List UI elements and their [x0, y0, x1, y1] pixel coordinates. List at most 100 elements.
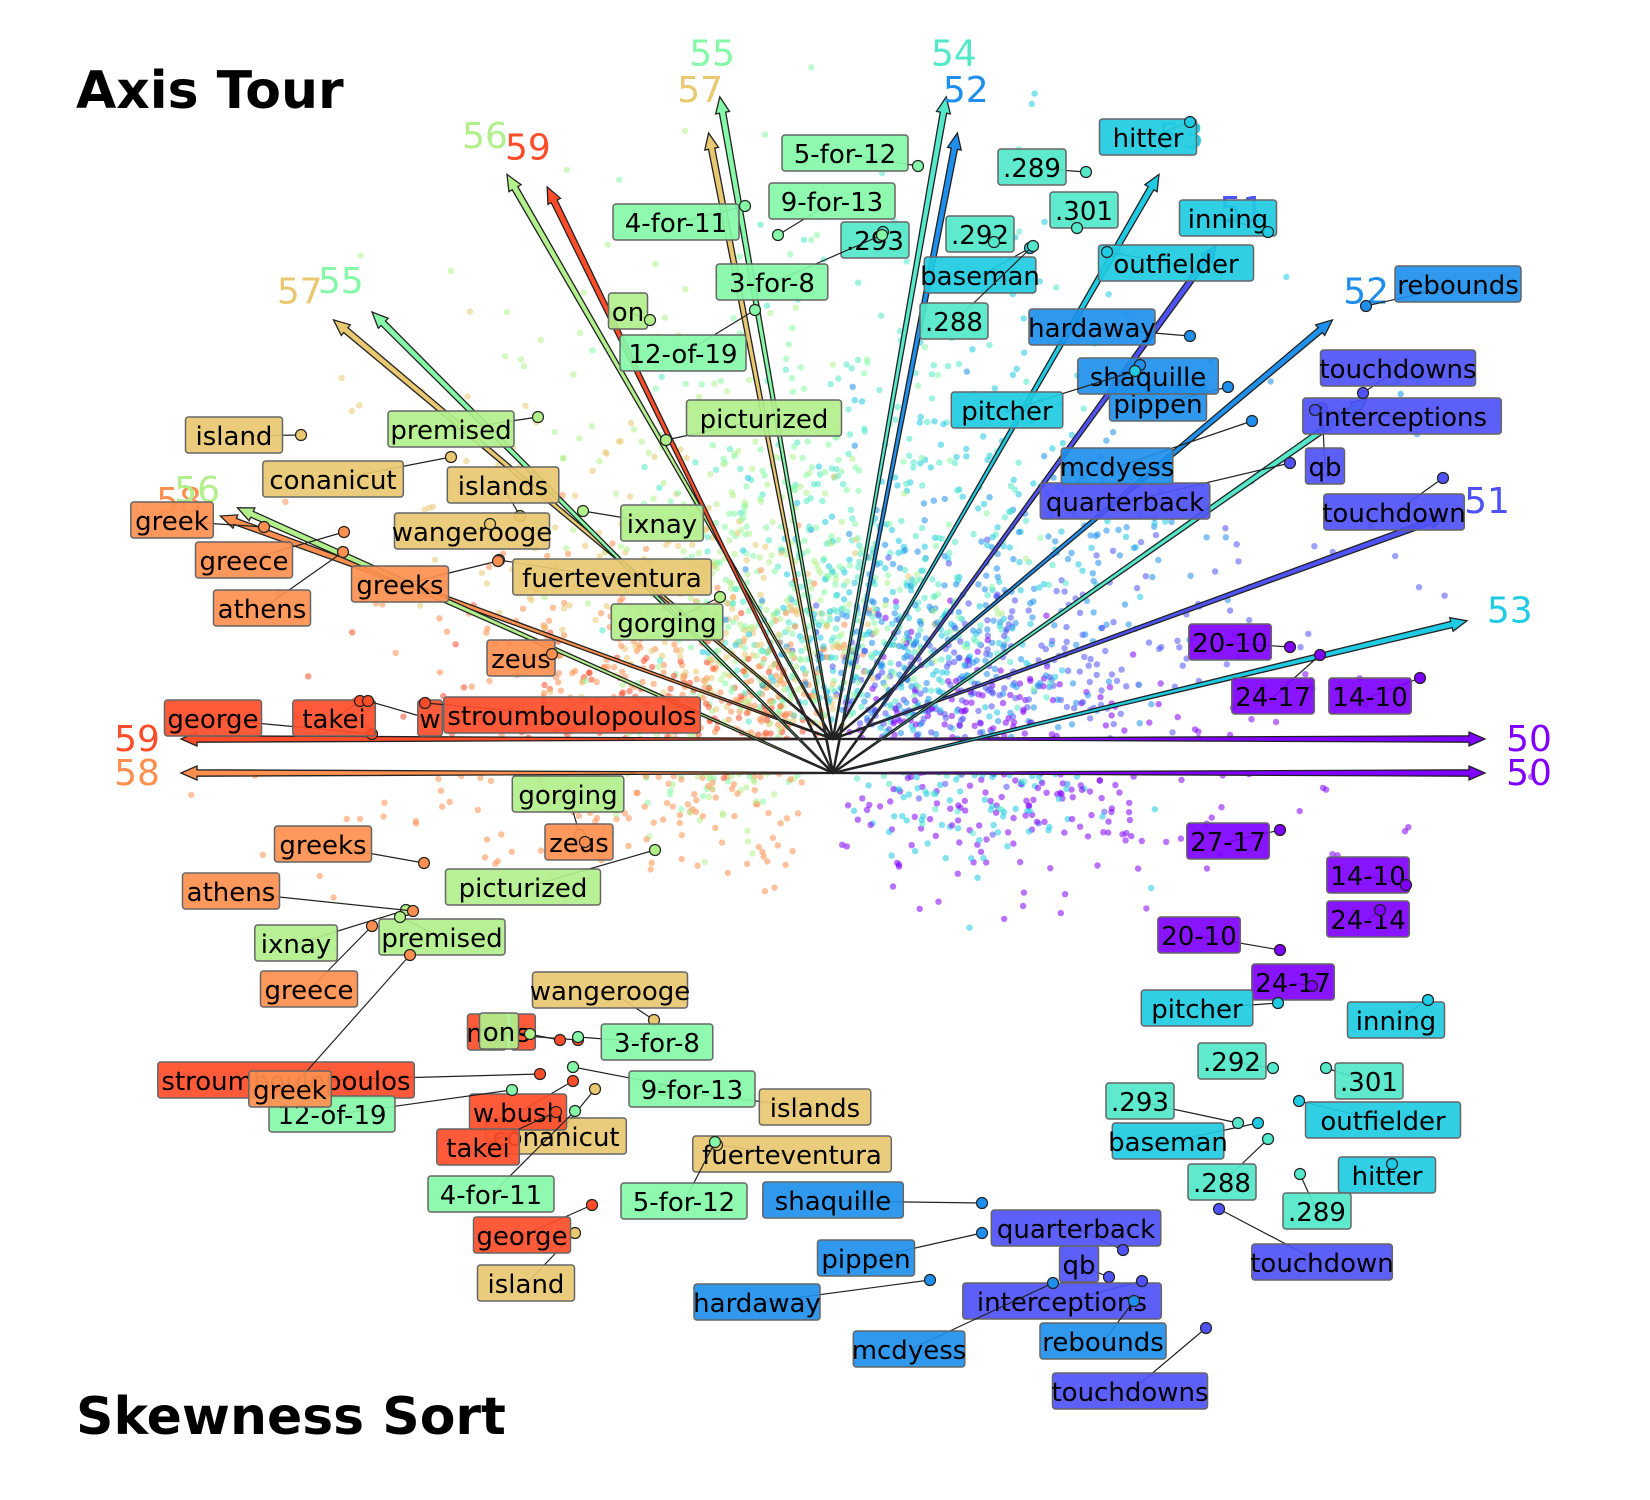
scatter-point: [772, 454, 780, 461]
scatter-point: [1221, 743, 1227, 749]
scatter-point: [663, 799, 671, 807]
scatter-point: [1168, 699, 1174, 705]
scatter-point: [1296, 807, 1303, 815]
scatter-point: [460, 684, 468, 691]
scatter-point: [951, 745, 957, 751]
scatter-point: [998, 793, 1005, 801]
scatter-point: [1088, 811, 1095, 819]
scatter-point: [1115, 526, 1122, 533]
scatter-point: [894, 692, 900, 698]
scatter-point: [892, 649, 898, 655]
scatter-point: [726, 579, 734, 586]
scatter-point: [1083, 762, 1089, 768]
scatter-point: [513, 596, 519, 602]
scatter-point: [947, 597, 954, 604]
scatter-point: [1248, 716, 1255, 723]
scatter-point: [687, 775, 693, 781]
scatter-point: [1049, 745, 1055, 751]
scatter-point: [1062, 580, 1069, 587]
scatter-point: [1152, 799, 1158, 805]
scatter-point: [643, 836, 650, 843]
scatter-point: [918, 758, 924, 764]
scatter-point: [905, 791, 913, 798]
scatter-point: [737, 759, 743, 765]
scatter-point: [555, 757, 561, 763]
scatter-point: [904, 761, 910, 767]
scatter-point: [762, 543, 769, 550]
scatter-point: [820, 557, 827, 564]
scatter-point: [824, 662, 830, 668]
scatter-point: [1060, 568, 1066, 574]
scatter-point: [575, 812, 583, 820]
scatter-point: [1021, 466, 1027, 472]
scatter-point: [941, 721, 948, 728]
scatter-point: [742, 764, 748, 770]
scatter-point: [616, 741, 622, 747]
scatter-point: [709, 665, 717, 672]
scatter-point: [626, 493, 634, 500]
scatter-point: [906, 757, 912, 763]
scatter-point: [617, 543, 625, 550]
scatter-point: [867, 729, 873, 735]
scatter-point: [1048, 731, 1056, 738]
scatter-point: [519, 605, 527, 612]
scatter-point: [984, 456, 991, 464]
scatter-point: [774, 303, 780, 309]
scatter-point: [519, 323, 525, 329]
scatter-point: [930, 607, 937, 614]
scatter-point: [888, 852, 895, 859]
scatter-point: [814, 538, 820, 544]
scatter-point: [950, 785, 956, 791]
scatter-point: [1325, 604, 1331, 610]
scatter-point: [1191, 781, 1197, 787]
scatter-point: [969, 627, 977, 634]
scatter-point: [942, 714, 950, 722]
scatter-point: [1017, 656, 1025, 663]
scatter-point: [967, 765, 973, 771]
scatter-point: [711, 448, 717, 454]
scatter-point: [625, 842, 632, 850]
scatter-point: [1018, 545, 1024, 551]
scatter-point: [794, 810, 802, 817]
scatter-point: [1036, 680, 1044, 687]
scatter-point: [1099, 813, 1106, 820]
scatter-point: [310, 753, 316, 759]
scatter-point: [1042, 672, 1050, 679]
scatter-point: [373, 760, 379, 766]
scatter-point: [651, 453, 658, 461]
scatter-point: [1021, 745, 1027, 751]
scatter-point: [926, 757, 932, 763]
scatter-point: [617, 748, 623, 754]
scatter-point: [1086, 760, 1092, 766]
scatter-point: [1047, 679, 1054, 686]
scatter-point: [843, 486, 850, 493]
scatter-point: [319, 803, 325, 809]
scatter-point: [1099, 756, 1105, 762]
scatter-point: [762, 751, 768, 757]
scatter-point: [687, 594, 695, 602]
scatter-point: [1016, 548, 1022, 554]
scatter-point: [1022, 812, 1029, 819]
scatter-point: [882, 682, 889, 690]
scatter-point: [1103, 621, 1110, 628]
scatter-point: [1049, 696, 1057, 704]
scatter-point: [680, 743, 686, 749]
scatter-point: [849, 383, 856, 390]
scatter-point: [658, 652, 666, 659]
scatter-point: [783, 646, 791, 653]
scatter-point: [815, 622, 823, 629]
scatter-point: [931, 764, 937, 770]
scatter-point: [692, 808, 700, 816]
scatter-point: [701, 719, 707, 725]
scatter-point: [1051, 707, 1057, 713]
scatter-point: [668, 660, 674, 666]
scatter-point: [997, 662, 1003, 668]
scatter-point: [1121, 727, 1128, 734]
scatter-point: [838, 518, 845, 525]
scatter-point: [1017, 743, 1023, 749]
scatter-point: [1077, 680, 1083, 686]
scatter-point: [729, 605, 736, 612]
scatter-point: [852, 520, 859, 527]
scatter-point: [920, 567, 927, 574]
scatter-point: [785, 619, 792, 626]
